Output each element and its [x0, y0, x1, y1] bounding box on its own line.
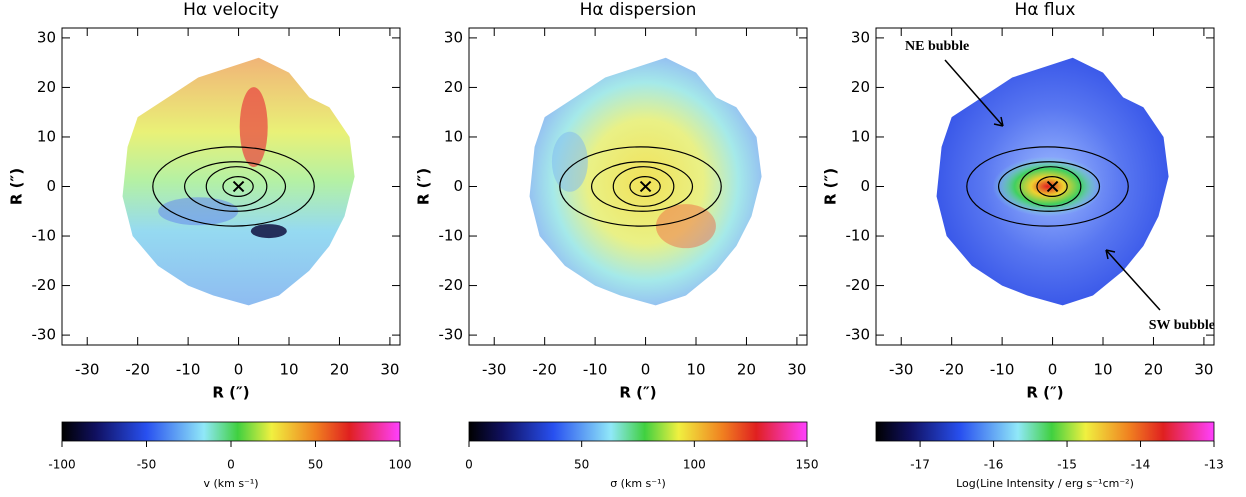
x-tick-label: 0: [234, 361, 244, 379]
contour: [559, 146, 722, 227]
y-tick-label: 30: [444, 28, 463, 46]
contour: [183, 161, 287, 212]
y-tick-label: -20: [846, 276, 871, 294]
x-tick-label: -30: [889, 361, 914, 379]
colorbar-tick-label: -14: [1131, 458, 1151, 472]
y-tick-label: 30: [37, 28, 56, 46]
annotation: NE bubble: [905, 39, 969, 54]
y-tick-label: 10: [444, 127, 463, 145]
colorbar-tick-label: -17: [910, 458, 930, 472]
contour: [612, 166, 675, 207]
x-tick-label: 0: [641, 361, 651, 379]
panel-title: Hα velocity: [183, 0, 279, 20]
emission-map: [122, 57, 355, 306]
y-tick-label: -10: [846, 227, 871, 245]
y-axis-label: R (″): [415, 168, 433, 205]
center-cross: [1046, 180, 1059, 193]
y-tick-label: -30: [439, 326, 464, 344]
y-tick-label: -10: [439, 227, 464, 245]
y-tick-label: -30: [32, 326, 57, 344]
x-tick-label: 20: [330, 361, 349, 379]
x-tick-label: 30: [380, 361, 399, 379]
x-tick-label: -20: [532, 361, 557, 379]
panel-title: Hα flux: [1015, 0, 1076, 20]
blueshift-patch: [250, 224, 287, 239]
colorbar-tick-label: 100: [389, 458, 412, 472]
arrow: [944, 59, 1004, 127]
x-tick-label: -10: [176, 361, 201, 379]
emission-map: [529, 57, 762, 306]
x-axis-label: R (″): [212, 384, 249, 402]
panel-title: Hα dispersion: [580, 0, 697, 20]
x-tick-label: -20: [939, 361, 964, 379]
x-tick-label: 20: [1144, 361, 1163, 379]
contour: [222, 175, 254, 198]
colorbar-tick-label: 0: [465, 458, 473, 472]
x-tick-label: 30: [787, 361, 806, 379]
colorbar: [61, 421, 401, 442]
contour: [629, 175, 661, 198]
contour: [997, 161, 1101, 212]
colorbar-label: σ (km s⁻¹): [610, 477, 666, 490]
y-tick-label: 10: [851, 127, 870, 145]
colorbar-tick-label: -16: [984, 458, 1004, 472]
center-cross: [232, 180, 245, 193]
low-dispersion: [551, 131, 588, 192]
x-tick-label: 10: [279, 361, 298, 379]
y-axis-label: R (″): [8, 168, 26, 205]
contour: [152, 146, 315, 227]
colorbar-label: Log(Line Intensity / erg s⁻¹cm⁻²): [956, 477, 1134, 490]
y-tick-label: 0: [46, 177, 56, 195]
y-tick-label: 30: [851, 28, 870, 46]
redshift-patch: [239, 87, 268, 168]
high-dispersion: [655, 204, 716, 249]
x-tick-label: 20: [737, 361, 756, 379]
x-tick-label: 0: [1048, 361, 1058, 379]
y-tick-label: -20: [439, 276, 464, 294]
colorbar-tick-label: -100: [48, 458, 75, 472]
x-tick-label: -10: [583, 361, 608, 379]
x-tick-label: -30: [482, 361, 507, 379]
contour: [1036, 175, 1068, 198]
center-cross: [639, 180, 652, 193]
y-tick-label: 0: [453, 177, 463, 195]
colorbar: [468, 421, 808, 442]
y-tick-label: 20: [444, 78, 463, 96]
x-axis-label: R (″): [619, 384, 656, 402]
arrow: [1105, 249, 1161, 311]
colorbar-tick-label: 50: [308, 458, 323, 472]
contour: [205, 166, 268, 207]
bright-core: [992, 156, 1103, 217]
contour: [966, 146, 1129, 227]
x-tick-label: 10: [1093, 361, 1112, 379]
colorbar-tick-label: 150: [796, 458, 819, 472]
colorbar-tick-label: 0: [227, 458, 235, 472]
contour: [590, 161, 694, 212]
x-tick-label: -30: [75, 361, 100, 379]
contour: [1019, 166, 1082, 207]
x-tick-label: -10: [990, 361, 1015, 379]
x-tick-label: -20: [125, 361, 150, 379]
colorbar: [875, 421, 1215, 442]
x-tick-label: 30: [1194, 361, 1213, 379]
colorbar-tick-label: 50: [574, 458, 589, 472]
y-tick-label: -20: [32, 276, 57, 294]
y-tick-label: 20: [851, 78, 870, 96]
y-tick-label: -10: [32, 227, 57, 245]
x-axis-label: R (″): [1026, 384, 1063, 402]
blue-patch: [158, 197, 239, 226]
colorbar-label: v (km s⁻¹): [203, 477, 258, 490]
y-tick-label: 0: [860, 177, 870, 195]
y-tick-label: 20: [37, 78, 56, 96]
y-tick-label: -30: [846, 326, 871, 344]
x-tick-label: 10: [686, 361, 705, 379]
annotation: SW bubble: [1149, 318, 1215, 333]
y-tick-label: 10: [37, 127, 56, 145]
colorbar-tick-label: -13: [1204, 458, 1224, 472]
y-axis-label: R (″): [822, 168, 840, 205]
colorbar-tick-label: -50: [137, 458, 157, 472]
colorbar-tick-label: -15: [1057, 458, 1077, 472]
colorbar-tick-label: 100: [683, 458, 706, 472]
